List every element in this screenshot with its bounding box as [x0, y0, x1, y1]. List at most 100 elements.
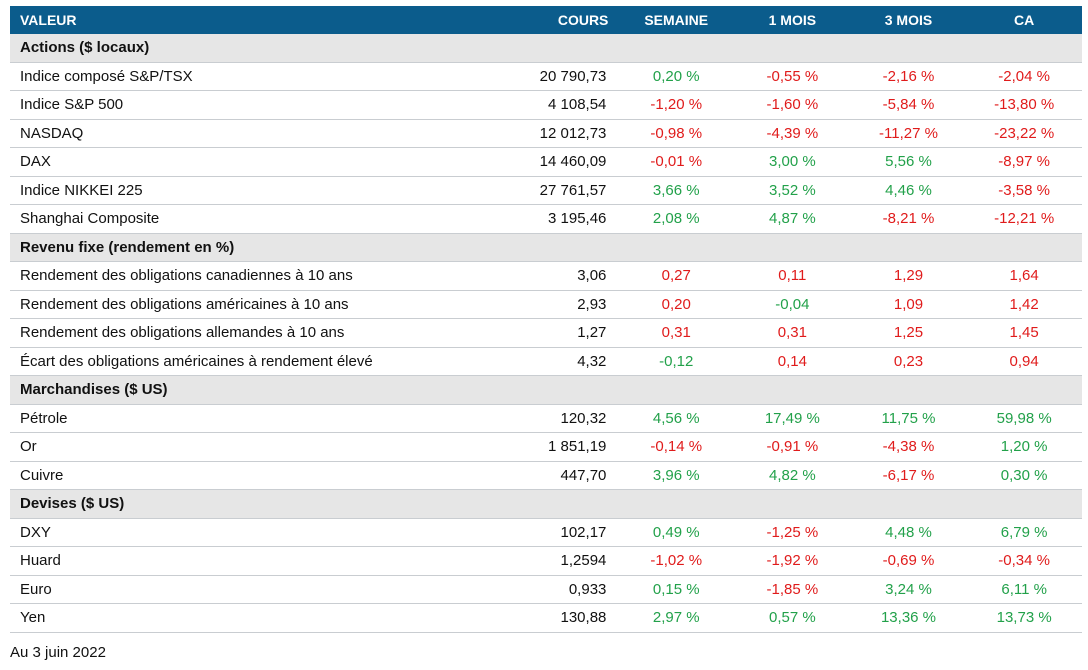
asset-name: NASDAQ: [10, 119, 443, 148]
ca-change: 13,73 %: [966, 603, 1082, 633]
ca-change: -0,34 %: [966, 546, 1082, 576]
1-mois-change: -4,39 %: [734, 119, 851, 148]
asset-name: Shanghai Composite: [10, 204, 443, 234]
1-mois-change: -0,55 %: [734, 62, 851, 91]
asset-name: Rendement des obligations allemandes à 1…: [10, 318, 443, 348]
ca-change: 1,20 %: [966, 432, 1082, 462]
asset-name: Indice composé S&P/TSX: [10, 62, 443, 91]
semaine-change: 0,20 %: [618, 62, 735, 91]
cours-value: 1,27: [442, 318, 619, 348]
3-mois-change: -8,21 %: [850, 204, 967, 234]
table-row: Indice NIKKEI 225 27 761,57 3,66 % 3,52 % 4,…: [10, 176, 1082, 205]
ca-change: 6,11 %: [966, 575, 1082, 604]
semaine-change: 2,08 %: [618, 204, 735, 234]
cours-value: 2,93: [442, 290, 619, 319]
1-mois-change: 0,57 %: [734, 603, 851, 633]
ca-change: 6,79 %: [966, 518, 1082, 547]
table-row: Shanghai Composite 3 195,46 2,08 % 4,87 % -8…: [10, 204, 1082, 234]
section-row: Marchandises ($ US): [10, 375, 1082, 405]
semaine-change: -1,20 %: [618, 90, 735, 120]
1-mois-change: 0,31: [734, 318, 851, 348]
asset-name: DXY: [10, 518, 443, 547]
ca-change: -3,58 %: [966, 176, 1082, 205]
asset-name: Or: [10, 432, 443, 462]
header-3-mois: 3 MOIS: [850, 6, 967, 34]
ca-change: -23,22 %: [966, 119, 1082, 148]
cours-value: 3,06: [442, 261, 619, 291]
section-row: Revenu fixe (rendement en %): [10, 233, 1082, 262]
asset-name: Pétrole: [10, 404, 443, 433]
asset-name: Euro: [10, 575, 443, 604]
cours-value: 447,70: [442, 461, 619, 490]
table-row: Or 1 851,19 -0,14 % -0,91 % -4,38 % 1,20 %: [10, 432, 1082, 462]
cours-value: 102,17: [442, 518, 619, 547]
asset-name: Yen: [10, 603, 443, 633]
cours-value: 120,32: [442, 404, 619, 433]
1-mois-change: -1,25 %: [734, 518, 851, 547]
1-mois-change: -1,92 %: [734, 546, 851, 576]
cours-value: 1,2594: [442, 546, 619, 576]
table-row: Écart des obligations américaines à rend…: [10, 347, 1082, 376]
asset-name: Rendement des obligations américaines à …: [10, 290, 443, 319]
semaine-change: 0,27: [618, 261, 735, 291]
semaine-change: 2,97 %: [618, 603, 735, 633]
1-mois-change: 4,87 %: [734, 204, 851, 234]
asset-name: Indice S&P 500: [10, 90, 443, 120]
3-mois-change: 0,23: [850, 347, 967, 376]
ca-change: -12,21 %: [966, 204, 1082, 234]
1-mois-change: 17,49 %: [734, 404, 851, 433]
semaine-change: 0,31: [618, 318, 735, 348]
1-mois-change: -1,85 %: [734, 575, 851, 604]
asset-name: Indice NIKKEI 225: [10, 176, 443, 205]
ca-change: 59,98 %: [966, 404, 1082, 433]
table-row: Euro 0,933 0,15 % -1,85 % 3,24 % 6,11 %: [10, 575, 1082, 604]
semaine-change: 0,49 %: [618, 518, 735, 547]
table-row: Rendement des obligations allemandes à 1…: [10, 318, 1082, 348]
table-row: Pétrole 120,32 4,56 % 17,49 % 11,75 % 59,98 %: [10, 404, 1082, 433]
table-row: Indice S&P 500 4 108,54 -1,20 % -1,60 % -5,8…: [10, 90, 1082, 120]
1-mois-change: -1,60 %: [734, 90, 851, 120]
semaine-change: -0,98 %: [618, 119, 735, 148]
3-mois-change: 4,48 %: [850, 518, 967, 547]
semaine-change: -0,01 %: [618, 147, 735, 177]
semaine-change: 0,20: [618, 290, 735, 319]
1-mois-change: 0,11: [734, 261, 851, 291]
table-row: Huard 1,2594 -1,02 % -1,92 % -0,69 % -0,34 %: [10, 546, 1082, 576]
3-mois-change: -6,17 %: [850, 461, 967, 490]
section-title: Devises ($ US): [10, 489, 1082, 519]
3-mois-change: -2,16 %: [850, 62, 967, 91]
asset-name: Huard: [10, 546, 443, 576]
section-title: Revenu fixe (rendement en %): [10, 233, 1082, 262]
1-mois-change: -0,04: [734, 290, 851, 319]
cours-value: 27 761,57: [442, 176, 619, 205]
section-title: Marchandises ($ US): [10, 375, 1082, 405]
3-mois-change: 1,09: [850, 290, 967, 319]
3-mois-change: 3,24 %: [850, 575, 967, 604]
ca-change: -13,80 %: [966, 90, 1082, 120]
1-mois-change: 0,14: [734, 347, 851, 376]
header-semaine: SEMAINE: [618, 6, 735, 34]
table-row: Rendement des obligations canadiennes à …: [10, 261, 1082, 291]
asset-name: Écart des obligations américaines à rend…: [10, 347, 443, 376]
table-row: Cuivre 447,70 3,96 % 4,82 % -6,17 % 0,30 %: [10, 461, 1082, 490]
cours-value: 4,32: [442, 347, 619, 376]
asset-name: DAX: [10, 147, 443, 177]
semaine-change: 0,15 %: [618, 575, 735, 604]
header-row: VALEUR COURS SEMAINE 1 MOIS 3 MOIS CA: [10, 6, 1082, 34]
table-row: Yen 130,88 2,97 % 0,57 % 13,36 % 13,73 %: [10, 603, 1082, 633]
cours-value: 4 108,54: [442, 90, 619, 120]
3-mois-change: 13,36 %: [850, 603, 967, 633]
asset-name: Cuivre: [10, 461, 443, 490]
semaine-change: 3,96 %: [618, 461, 735, 490]
ca-change: 0,94: [966, 347, 1082, 376]
market-table: VALEUR COURS SEMAINE 1 MOIS 3 MOIS CA Ac…: [10, 6, 1082, 633]
semaine-change: -1,02 %: [618, 546, 735, 576]
table-row: Rendement des obligations américaines à …: [10, 290, 1082, 319]
table-body: Actions ($ locaux) Indice composé S&P/TSX…: [10, 34, 1082, 633]
3-mois-change: 5,56 %: [850, 147, 967, 177]
cours-value: 130,88: [442, 603, 619, 633]
ca-change: -8,97 %: [966, 147, 1082, 177]
3-mois-change: -11,27 %: [850, 119, 967, 148]
section-row: Actions ($ locaux): [10, 34, 1082, 63]
